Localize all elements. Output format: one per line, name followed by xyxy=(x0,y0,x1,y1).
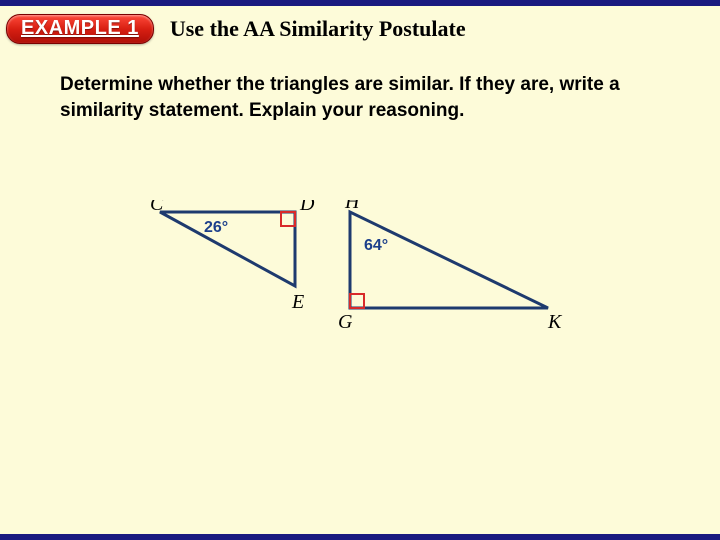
angle-label-H: 64° xyxy=(364,237,388,254)
vertex-label-C: C xyxy=(150,200,164,215)
right-angle-marker-D xyxy=(281,212,295,226)
triangles-figure: C D E 26° H G K 64° xyxy=(150,200,580,350)
problem-statement: Determine whether the triangles are simi… xyxy=(0,44,720,123)
triangle-HGK xyxy=(350,212,548,308)
vertex-label-G: G xyxy=(338,311,353,333)
vertex-label-E: E xyxy=(291,291,304,313)
vertex-label-D: D xyxy=(299,200,315,215)
example-badge: EXAMPLE 1 xyxy=(6,14,154,44)
vertex-label-H: H xyxy=(344,200,361,213)
vertex-label-K: K xyxy=(547,311,563,333)
right-angle-marker-G xyxy=(350,294,364,308)
page-title: Use the AA Similarity Postulate xyxy=(170,16,466,42)
header: EXAMPLE 1 Use the AA Similarity Postulat… xyxy=(0,6,720,44)
bottom-bar xyxy=(0,534,720,540)
example-badge-text: EXAMPLE 1 xyxy=(21,17,139,39)
angle-label-C: 26° xyxy=(204,219,228,236)
